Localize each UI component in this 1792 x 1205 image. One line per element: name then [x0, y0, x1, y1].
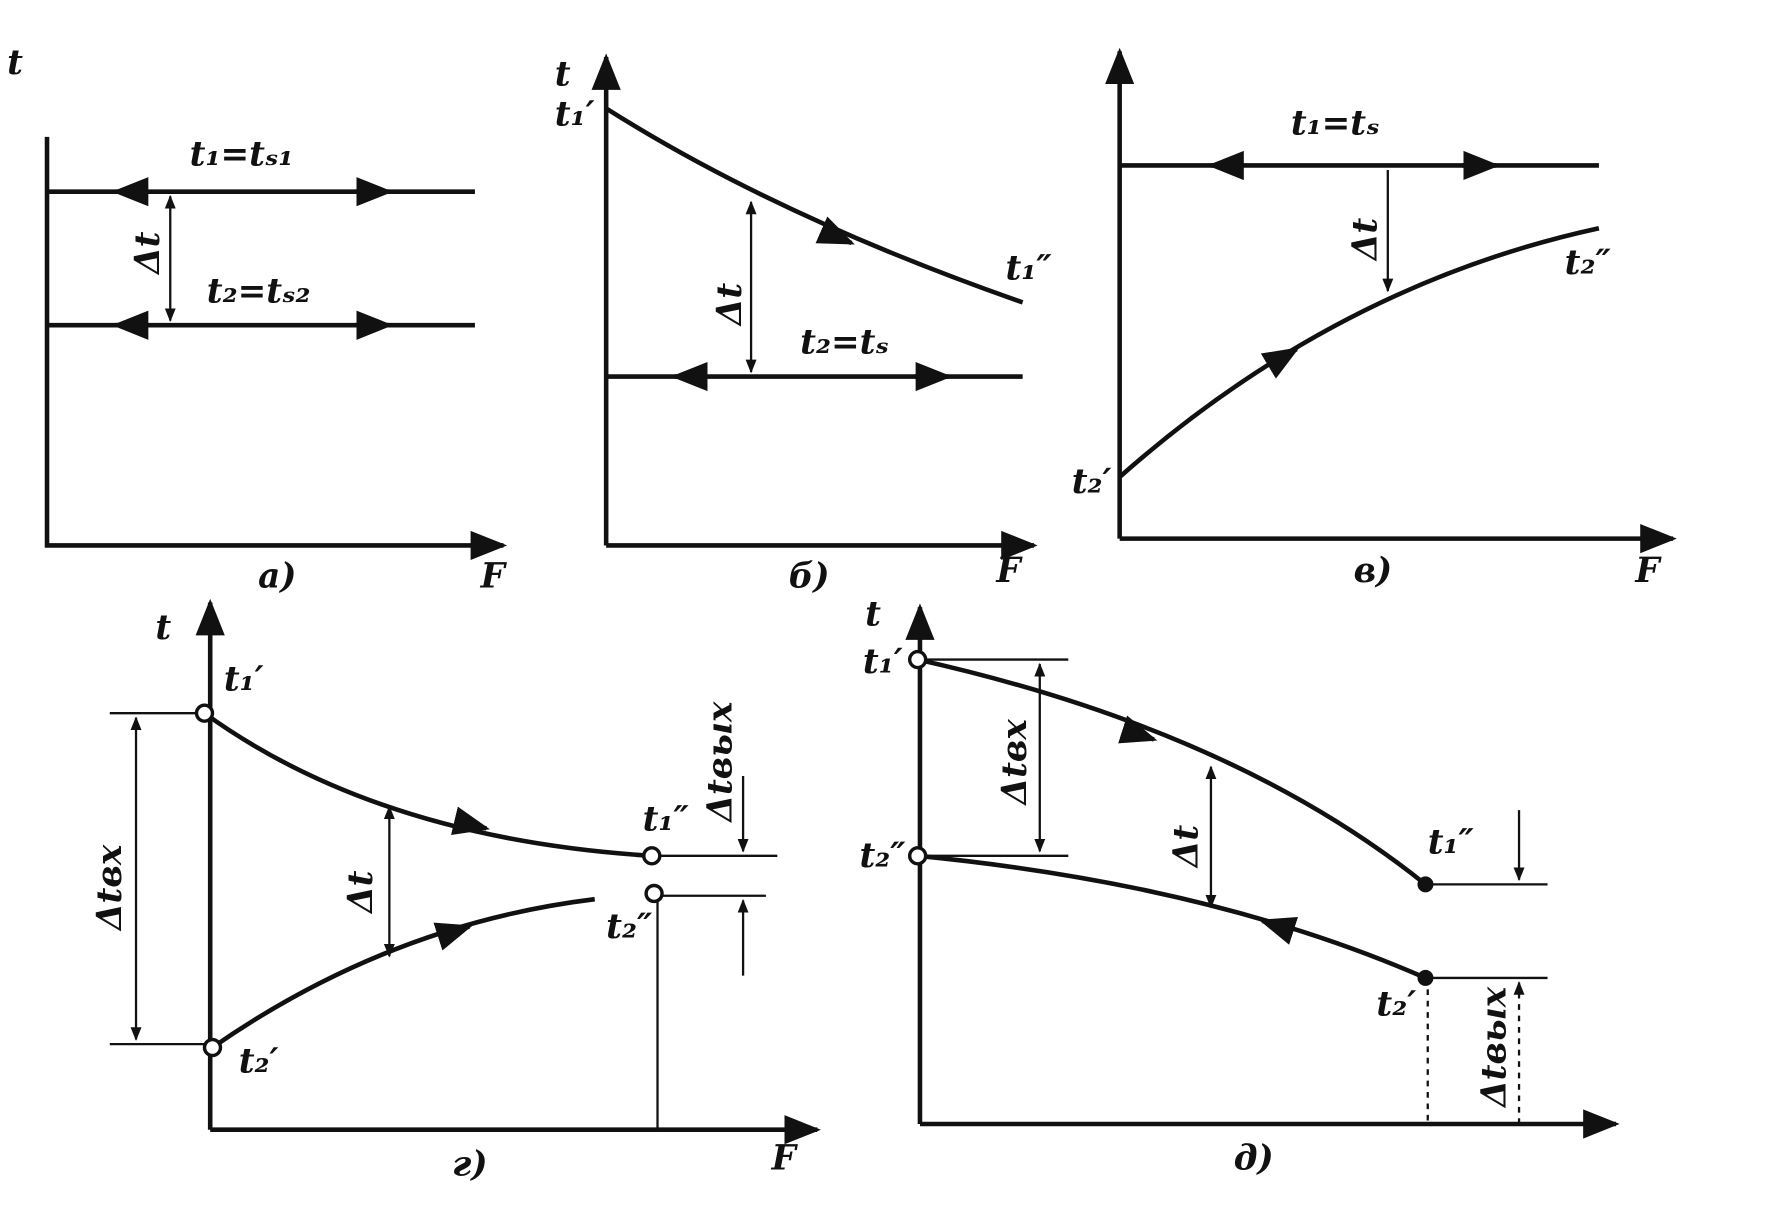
axis-label: t [865, 594, 881, 634]
panel-c: t₁=tₛ Δt t₂″ t₂′ в) F [1072, 47, 1677, 591]
point-label: t₂″ [606, 907, 653, 947]
axis-label: F [995, 551, 1023, 591]
panel-label: б) [789, 557, 830, 597]
point-label: t₁″ [1428, 823, 1475, 863]
panel-d: t t₁′ t₂″ t₁″ t₂′ Δtвх Δt Δtвых д) [859, 594, 1620, 1179]
point-label: t₂′ [239, 1042, 279, 1082]
delta-label: Δt [710, 283, 750, 328]
axis-label: F [1634, 551, 1662, 591]
point-label: t₂′ [1072, 462, 1112, 502]
axis-label: t [7, 43, 23, 83]
delta-label: Δt [128, 231, 168, 276]
point-label: t₂″ [1565, 243, 1612, 283]
point-label: t₂″ [859, 836, 906, 876]
panel-label: д) [1234, 1139, 1274, 1179]
axis-label: t [155, 608, 171, 648]
delta-label: Δtвх [90, 844, 130, 932]
delta-label: Δtвых [1474, 986, 1514, 1109]
panel-label: в) [1354, 551, 1393, 591]
line-label: t₁=tₛ₁ [190, 134, 294, 174]
point-label: t₁″ [643, 800, 690, 840]
panel-label: а) [258, 557, 296, 597]
axis-label: F [771, 1139, 799, 1179]
panel-b: t t₁′ t₁″ Δt t₂=tₛ б) F [555, 53, 1053, 597]
line-label: t₂=tₛ [800, 323, 889, 363]
point-label: t₁′ [863, 642, 903, 682]
line-label: t₂=tₛ₂ [207, 271, 311, 311]
delta-label: Δtвых [701, 701, 741, 824]
axis-label: F [480, 557, 508, 597]
delta-label: Δt [341, 870, 381, 915]
point-label: t₂′ [1376, 985, 1416, 1025]
panel-g: t t₁′ t₂′ t₁″ t₂″ Δtвх Δt Δtвых г) F [90, 598, 821, 1184]
delta-label: Δt [1166, 825, 1206, 870]
point-label: t₁″ [1006, 249, 1053, 289]
point-label: t₁′ [224, 659, 264, 699]
panel-label: г) [452, 1144, 487, 1184]
delta-label: Δt [1345, 218, 1385, 263]
delta-label: Δtвх [995, 719, 1035, 807]
point-label: t₁′ [555, 95, 595, 135]
line-label: t₁=tₛ [1291, 104, 1380, 144]
panel-a: t t₁=tₛ₁ t₂=tₛ₂ Δt а) F [7, 43, 508, 596]
axis-label: t [555, 55, 571, 95]
